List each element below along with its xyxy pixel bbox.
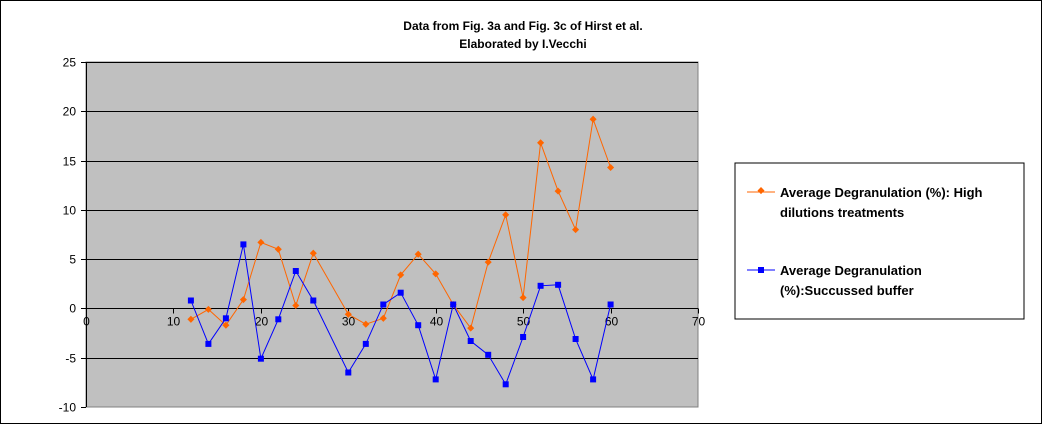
data-point-high-dilutions <box>222 321 230 329</box>
legend-label-succussed-buffer-line2: (%):Succussed buffer <box>780 283 914 298</box>
data-point-high-dilutions <box>467 324 475 332</box>
data-point-high-dilutions <box>397 271 405 279</box>
data-point-high-dilutions <box>239 296 247 304</box>
legend-box <box>734 162 1025 320</box>
data-point-succussed-buffer <box>397 289 404 296</box>
x-tick-label: 40 <box>430 315 444 329</box>
legend-label-succussed-buffer-line1: Average Degranulation <box>780 263 922 278</box>
data-point-high-dilutions <box>537 139 545 147</box>
x-tick-label: 0 <box>83 315 90 329</box>
data-point-succussed-buffer <box>520 334 527 340</box>
data-point-succussed-buffer <box>310 297 317 304</box>
chart-title: Data from Fig. 3a and Fig. 3c of Hirst e… <box>403 19 642 33</box>
y-tick-label: 20 <box>63 105 77 119</box>
plot-area <box>85 61 699 408</box>
series-line-high-dilutions <box>190 119 612 330</box>
y-tick-label: 15 <box>63 155 77 169</box>
legend: Average Degranulation (%): High dilution… <box>734 162 1025 320</box>
y-tick-label: 25 <box>63 56 77 70</box>
data-point-succussed-buffer <box>380 301 387 308</box>
data-point-high-dilutions <box>432 270 440 278</box>
x-tick-label: 20 <box>255 315 269 329</box>
y-tick-label: 10 <box>63 204 77 218</box>
data-point-high-dilutions <box>554 187 562 195</box>
data-point-high-dilutions <box>274 245 282 253</box>
data-point-succussed-buffer <box>590 376 597 383</box>
legend-marker-high-dilutions <box>757 187 765 195</box>
data-point-high-dilutions <box>519 294 527 302</box>
data-point-succussed-buffer <box>502 381 509 388</box>
x-tick-label: 60 <box>605 315 619 329</box>
data-point-succussed-buffer <box>205 340 212 347</box>
axes <box>86 62 698 407</box>
data-point-succussed-buffer <box>362 340 369 347</box>
legend-marker-succussed-buffer <box>758 267 764 273</box>
data-point-high-dilutions <box>344 310 352 318</box>
x-tick-label: 70 <box>692 315 706 329</box>
data-point-succussed-buffer <box>607 301 614 308</box>
data-point-high-dilutions <box>414 250 422 258</box>
data-point-succussed-buffer <box>222 315 229 322</box>
x-tick-label: 10 <box>167 315 181 329</box>
data-point-succussed-buffer <box>572 336 579 342</box>
y-tick-label: 5 <box>69 253 76 267</box>
data-point-high-dilutions <box>484 258 492 266</box>
data-point-succussed-buffer <box>257 355 264 362</box>
data-point-succussed-buffer <box>485 351 492 358</box>
y-tick-label: -10 <box>59 401 77 415</box>
chart-subtitle: Elaborated by I.Vecchi <box>459 37 586 51</box>
data-point-succussed-buffer <box>555 281 562 288</box>
data-point-high-dilutions <box>204 305 212 313</box>
data-point-succussed-buffer <box>450 301 457 308</box>
legend-label-high-dilutions-line1: Average Degranulation (%): High <box>780 185 983 200</box>
data-point-high-dilutions <box>572 226 580 234</box>
data-point-succussed-buffer <box>415 322 422 329</box>
y-tick-label: 0 <box>69 302 76 316</box>
y-axis-ticks: 25 20 15 10 5 0 -5 -10 <box>59 56 86 415</box>
y-tick-label: -5 <box>65 352 76 366</box>
data-point-succussed-buffer <box>432 376 439 383</box>
gridlines <box>86 62 698 359</box>
legend-label-high-dilutions-line2: dilutions treatments <box>780 205 904 220</box>
series-layer <box>187 115 615 388</box>
data-point-high-dilutions <box>187 315 195 323</box>
data-point-succussed-buffer <box>467 338 474 344</box>
data-point-high-dilutions <box>257 238 265 246</box>
data-point-succussed-buffer <box>275 316 282 323</box>
data-point-succussed-buffer <box>240 241 247 248</box>
data-point-high-dilutions <box>502 211 510 219</box>
data-point-high-dilutions <box>379 314 387 322</box>
x-tick-label: 30 <box>342 315 356 329</box>
data-point-high-dilutions <box>589 115 597 123</box>
data-point-high-dilutions <box>292 301 300 310</box>
data-point-succussed-buffer <box>537 282 544 289</box>
data-point-high-dilutions <box>607 163 615 172</box>
data-point-succussed-buffer <box>292 268 299 274</box>
data-point-high-dilutions <box>309 249 317 257</box>
data-point-high-dilutions <box>362 320 370 328</box>
data-point-succussed-buffer <box>345 369 352 376</box>
data-point-succussed-buffer <box>187 297 194 304</box>
